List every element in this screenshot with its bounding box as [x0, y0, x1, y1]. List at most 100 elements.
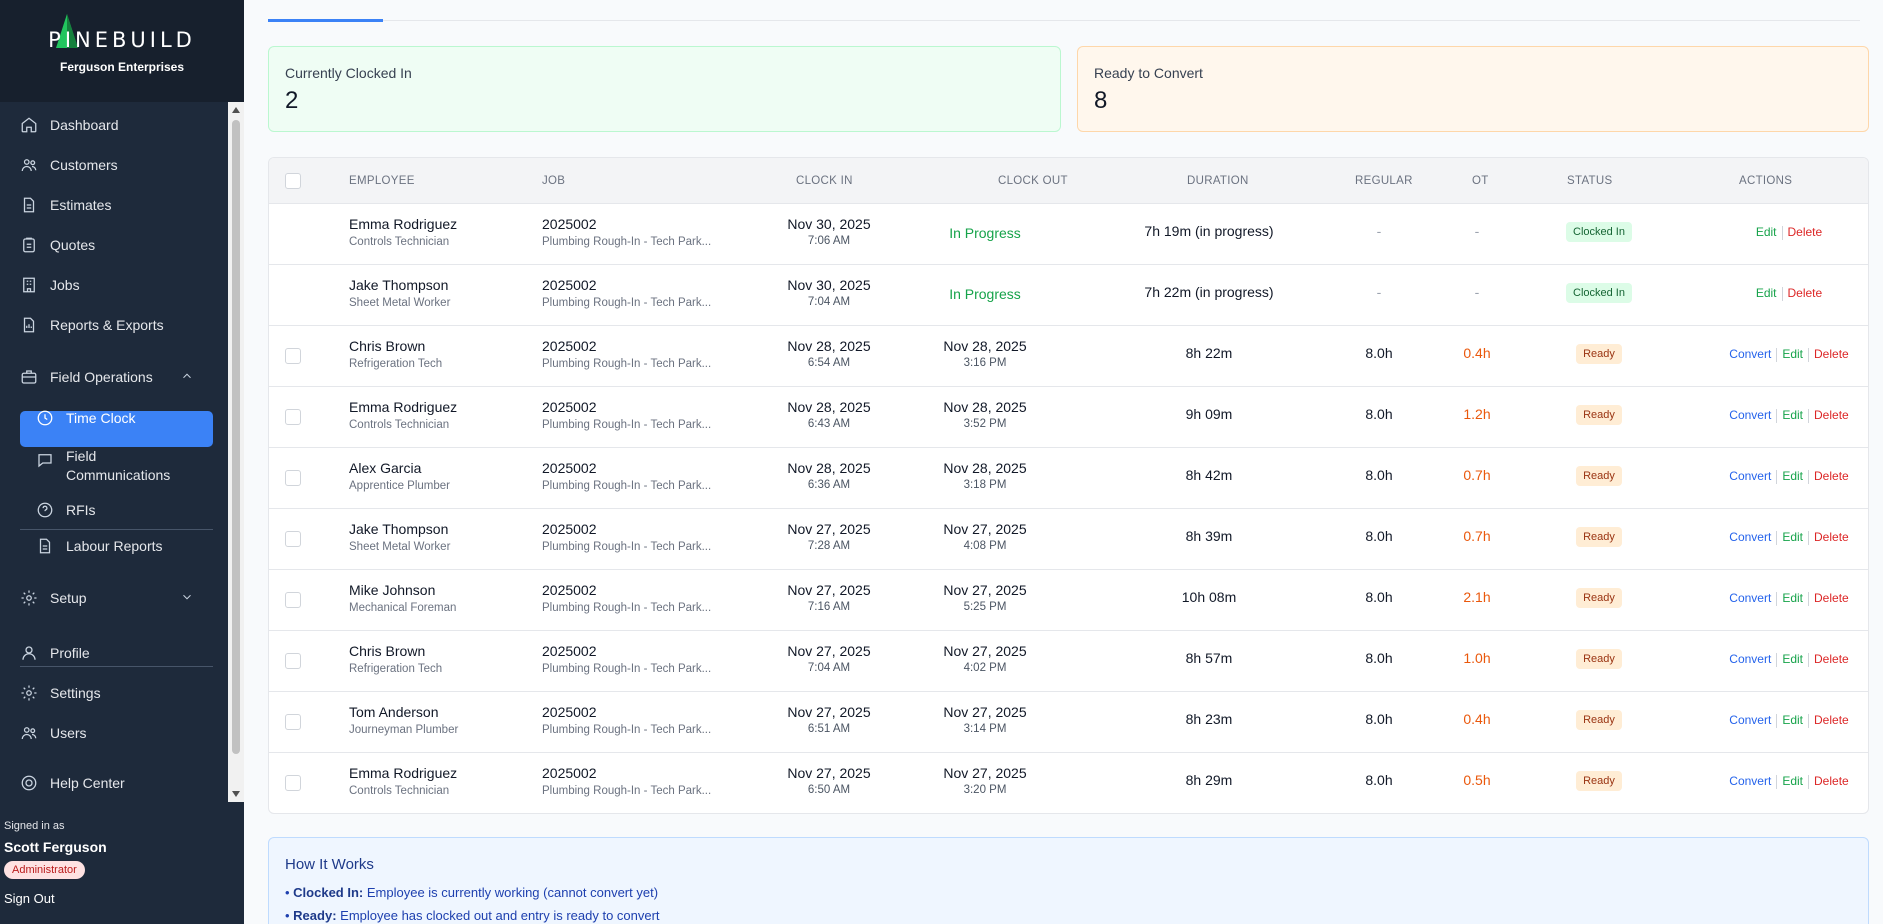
sidebar-item-jobs[interactable]: Jobs: [20, 273, 80, 297]
sidebar-item-label: Profile: [50, 645, 90, 661]
delete-action[interactable]: Delete: [1787, 286, 1823, 300]
clock-in-time: 7:04 AM: [807, 296, 851, 308]
edit-action[interactable]: Edit: [1782, 591, 1804, 605]
job-cell: 2025002 Plumbing Rough-In - Tech Park...: [542, 582, 711, 614]
clock-in-time: 6:51 AM: [807, 723, 851, 735]
edit-action[interactable]: Edit: [1782, 408, 1804, 422]
job-cell: 2025002 Plumbing Rough-In - Tech Park...: [542, 704, 711, 736]
clock-out-time: 3:14 PM: [963, 723, 1007, 735]
edit-action[interactable]: Edit: [1782, 347, 1804, 361]
edit-action[interactable]: Edit: [1782, 530, 1804, 544]
edit-action[interactable]: Edit: [1782, 469, 1804, 483]
sidebar-item-reports-exports[interactable]: Reports & Exports: [20, 313, 164, 337]
clock-out-date: Nov 27, 2025: [943, 643, 1027, 659]
convert-action[interactable]: Convert: [1729, 347, 1772, 361]
row-checkbox[interactable]: [285, 348, 301, 364]
logo[interactable]: PINEBUILD: [48, 14, 196, 52]
convert-action[interactable]: Convert: [1729, 774, 1772, 788]
row-checkbox[interactable]: [285, 714, 301, 730]
gear-icon: [20, 684, 38, 702]
sidebar-item-field-operations[interactable]: Field Operations: [20, 365, 191, 389]
delete-action[interactable]: Delete: [1787, 225, 1823, 239]
sidebar-item-estimates[interactable]: Estimates: [20, 193, 111, 217]
scroll-thumb[interactable]: [232, 120, 240, 754]
employee-role: Sheet Metal Worker: [349, 297, 451, 309]
table-row[interactable]: Emma Rodriguez Controls Technician 2025002…: [269, 753, 1868, 813]
select-all-checkbox[interactable]: [285, 173, 301, 189]
users-icon: [20, 156, 38, 174]
row-checkbox[interactable]: [285, 531, 301, 547]
edit-action[interactable]: Edit: [1782, 713, 1804, 727]
sidebar-item-customers[interactable]: Customers: [20, 153, 118, 177]
table-row[interactable]: Alex Garcia Apprentice Plumber 2025002 Plum…: [269, 448, 1868, 509]
status-cell: Ready: [1529, 710, 1669, 730]
job-description: Plumbing Rough-In - Tech Park...: [542, 480, 712, 492]
table-row[interactable]: Tom Anderson Journeyman Plumber 2025002 Plu…: [269, 692, 1868, 753]
convert-action[interactable]: Convert: [1729, 469, 1772, 483]
action-separator: [1808, 591, 1810, 606]
chevron-up-icon[interactable]: [180, 369, 194, 386]
sidebar-item-time-clock[interactable]: Time Clock: [36, 406, 136, 430]
job-number: 2025002: [542, 277, 597, 293]
chevron-down-icon[interactable]: [180, 590, 194, 607]
action-separator: [1781, 286, 1783, 301]
delete-action[interactable]: Delete: [1814, 774, 1849, 788]
table-row[interactable]: Chris Brown Refrigeration Tech 2025002 Plum…: [269, 326, 1868, 387]
brand-header: PINEBUILD Ferguson Enterprises: [0, 0, 244, 102]
col-regular: REGULAR: [1355, 175, 1413, 187]
table-row[interactable]: Jake Thompson Sheet Metal Worker 2025002 Pl…: [269, 509, 1868, 570]
convert-action[interactable]: Convert: [1729, 652, 1772, 666]
convert-action[interactable]: Convert: [1729, 408, 1772, 422]
delete-action[interactable]: Delete: [1814, 591, 1849, 605]
sidebar-item-users[interactable]: Users: [20, 721, 87, 745]
delete-action[interactable]: Delete: [1814, 408, 1849, 422]
convert-action[interactable]: Convert: [1729, 591, 1772, 605]
status-badge: Ready: [1576, 527, 1622, 547]
job-description: Plumbing Rough-In - Tech Park...: [542, 297, 712, 309]
table-row[interactable]: Mike Johnson Mechanical Foreman 2025002 Plu…: [269, 570, 1868, 631]
sidebar-item-label: Settings: [50, 685, 101, 701]
sidebar-item-quotes[interactable]: Quotes: [20, 233, 95, 257]
delete-action[interactable]: Delete: [1814, 469, 1849, 483]
sidebar-item-settings[interactable]: Settings: [20, 681, 101, 705]
edit-action[interactable]: Edit: [1755, 225, 1777, 239]
sidebar-item-help-center[interactable]: Help Center: [20, 771, 125, 795]
row-checkbox[interactable]: [285, 409, 301, 425]
sidebar-item-rfis[interactable]: RFIs: [36, 498, 96, 522]
tab-active-indicator[interactable]: [268, 19, 383, 22]
row-checkbox[interactable]: [285, 775, 301, 791]
sign-out-link[interactable]: Sign Out: [4, 891, 55, 906]
employee-name: Mike Johnson: [349, 582, 436, 598]
delete-action[interactable]: Delete: [1814, 713, 1849, 727]
sidebar-scrollbar[interactable]: [228, 102, 244, 802]
delete-action[interactable]: Delete: [1814, 347, 1849, 361]
convert-action[interactable]: Convert: [1729, 530, 1772, 544]
table-row[interactable]: Chris Brown Refrigeration Tech 2025002 Plum…: [269, 631, 1868, 692]
scroll-up-arrow[interactable]: [232, 107, 240, 113]
sidebar-item-labour-reports[interactable]: Labour Reports: [36, 534, 163, 558]
row-checkbox[interactable]: [285, 653, 301, 669]
clock-out-cell: Nov 28, 2025 3:52 PM: [925, 399, 1045, 430]
delete-action[interactable]: Delete: [1814, 652, 1849, 666]
edit-action[interactable]: Edit: [1755, 286, 1777, 300]
row-checkbox[interactable]: [285, 592, 301, 608]
scroll-down-arrow[interactable]: [232, 791, 240, 797]
overtime-hours: 1.0h: [1463, 650, 1491, 666]
signed-in-panel: Signed in as Scott Ferguson Administrato…: [0, 802, 244, 924]
status-badge: Clocked In: [1566, 283, 1632, 303]
employee-role: Sheet Metal Worker: [349, 541, 451, 553]
clock-in-time: 6:36 AM: [807, 479, 851, 491]
row-checkbox[interactable]: [285, 470, 301, 486]
sidebar-item-dashboard[interactable]: Dashboard: [20, 113, 119, 137]
table-row[interactable]: Emma Rodriguez Controls Technician 2025002…: [269, 387, 1868, 448]
sidebar-item-setup[interactable]: Setup: [20, 586, 191, 610]
sidebar-item-field-communications[interactable]: Field Communications: [36, 448, 186, 483]
convert-action[interactable]: Convert: [1729, 713, 1772, 727]
sidebar-item-label: Estimates: [50, 197, 112, 213]
sidebar-item-profile[interactable]: Profile: [20, 641, 90, 665]
table-row[interactable]: Jake Thompson Sheet Metal Worker 2025002 Pl…: [269, 265, 1868, 326]
edit-action[interactable]: Edit: [1782, 652, 1804, 666]
table-row[interactable]: Emma Rodriguez Controls Technician 2025002…: [269, 204, 1868, 265]
delete-action[interactable]: Delete: [1814, 530, 1849, 544]
edit-action[interactable]: Edit: [1782, 774, 1804, 788]
